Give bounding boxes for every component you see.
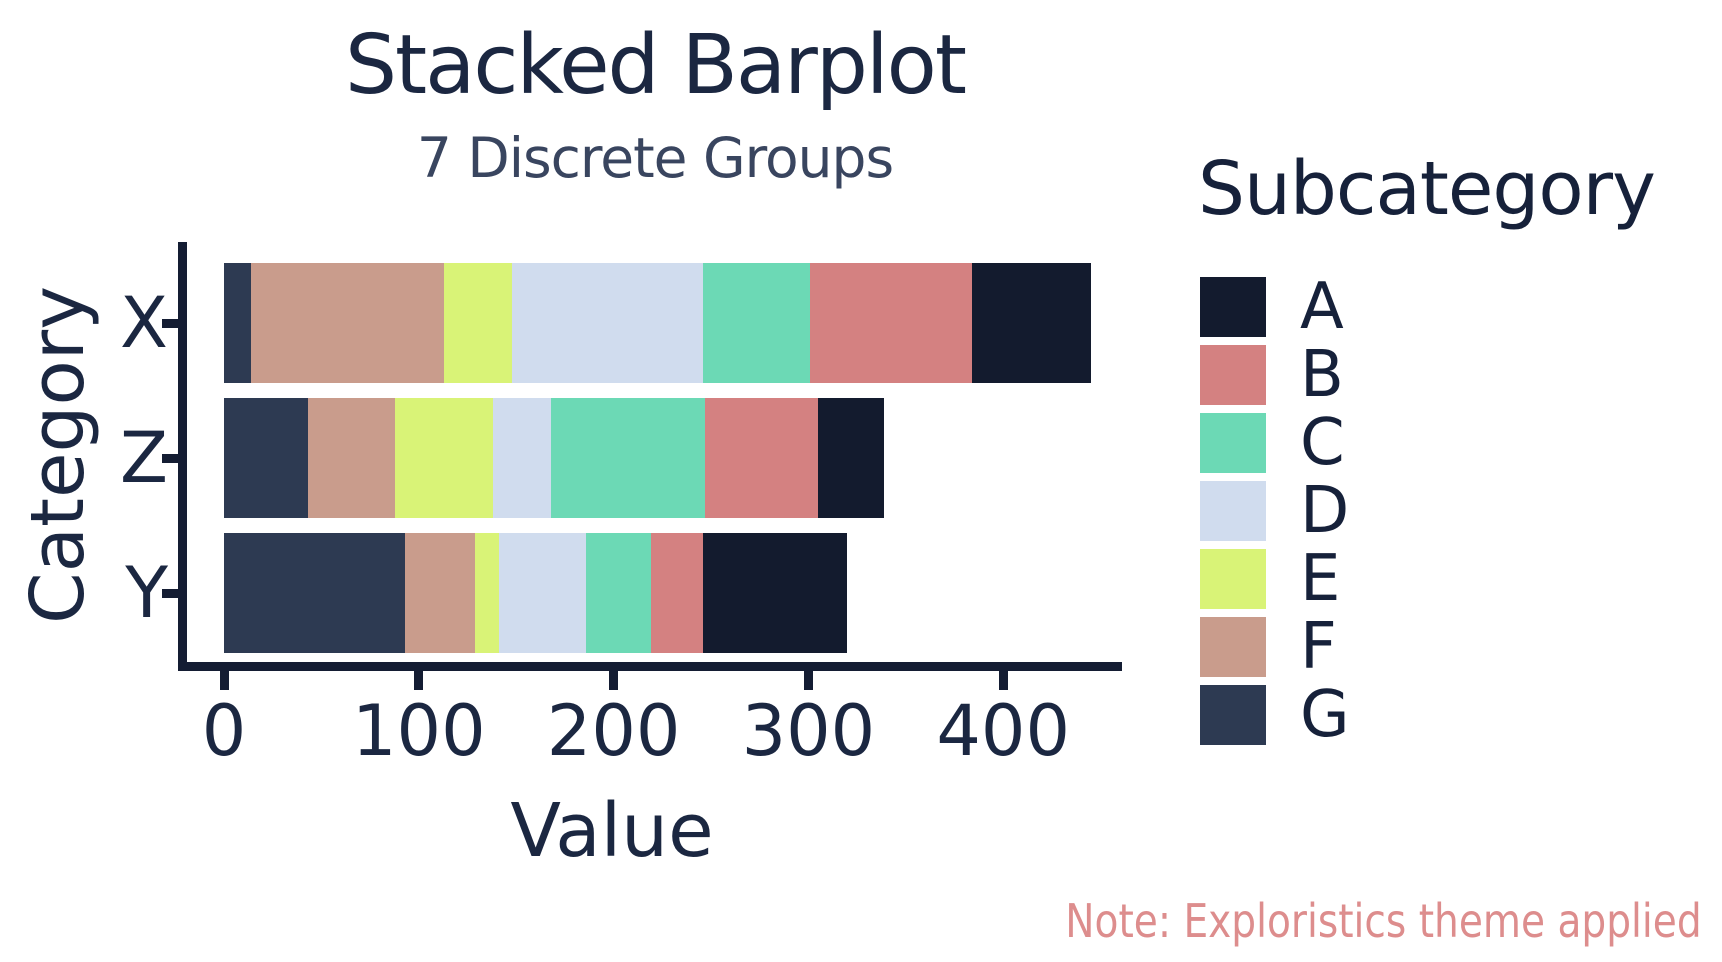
y-axis-spine bbox=[178, 242, 187, 671]
legend-label-D: D bbox=[1300, 474, 1350, 548]
legend-swatch-D bbox=[1200, 481, 1266, 541]
bar-segment-Z-A bbox=[818, 398, 885, 518]
bar-segment-Y-E bbox=[475, 533, 499, 653]
legend-title: Subcategory bbox=[1198, 146, 1656, 232]
chart-title: Stacked Barplot bbox=[344, 18, 967, 113]
bar-segment-X-F bbox=[251, 263, 445, 383]
bar-segment-Z-G bbox=[224, 398, 308, 518]
legend-swatch-C bbox=[1200, 413, 1266, 473]
legend-swatch-E bbox=[1200, 549, 1266, 609]
legend-label-G: G bbox=[1300, 678, 1350, 752]
x-tick-300 bbox=[803, 671, 813, 690]
x-tick-label-100: 100 bbox=[351, 690, 486, 772]
x-tick-400 bbox=[998, 671, 1008, 690]
x-tick-100 bbox=[414, 671, 424, 690]
legend-swatch-B bbox=[1200, 345, 1266, 405]
y-tick-Z bbox=[162, 453, 178, 463]
y-tick-label-Y: Y bbox=[125, 552, 168, 634]
legend-swatch-G bbox=[1200, 685, 1266, 745]
legend-swatch-A bbox=[1200, 277, 1266, 337]
x-tick-label-200: 200 bbox=[546, 690, 681, 772]
y-tick-label-X: X bbox=[120, 282, 168, 364]
bar-segment-Z-E bbox=[395, 398, 493, 518]
bar-segment-Y-F bbox=[405, 533, 476, 653]
chart-subtitle: 7 Discrete Groups bbox=[416, 126, 894, 190]
bar-segment-X-G bbox=[224, 263, 252, 383]
bar-segment-X-A bbox=[972, 263, 1091, 383]
legend-label-B: B bbox=[1300, 338, 1344, 412]
y-tick-Y bbox=[162, 588, 178, 598]
x-tick-label-0: 0 bbox=[201, 690, 247, 772]
x-tick-label-400: 400 bbox=[936, 690, 1070, 772]
y-tick-X bbox=[162, 318, 178, 328]
footnote: Note: Exploristics theme applied bbox=[1065, 894, 1702, 948]
bar-segment-Z-B bbox=[705, 398, 819, 518]
x-axis-label: Value bbox=[510, 788, 714, 874]
x-tick-0 bbox=[219, 671, 229, 690]
x-axis-spine bbox=[178, 662, 1122, 671]
x-tick-200 bbox=[609, 671, 619, 690]
bar-segment-Y-C bbox=[586, 533, 651, 653]
legend-label-E: E bbox=[1300, 542, 1341, 616]
y-tick-label-Z: Z bbox=[120, 417, 168, 499]
legend-label-C: C bbox=[1300, 406, 1345, 480]
bar-segment-Z-F bbox=[307, 398, 396, 518]
bar-segment-Z-D bbox=[492, 398, 552, 518]
legend-label-F: F bbox=[1300, 610, 1337, 684]
bar-segment-X-B bbox=[810, 263, 973, 383]
legend-swatch-F bbox=[1200, 617, 1266, 677]
bar-segment-X-C bbox=[703, 263, 811, 383]
bar-segment-Y-G bbox=[224, 533, 406, 653]
x-tick-label-300: 300 bbox=[741, 690, 876, 772]
bar-segment-X-E bbox=[444, 263, 513, 383]
bar-segment-X-D bbox=[512, 263, 704, 383]
bar-segment-Y-B bbox=[650, 533, 704, 653]
legend-label-A: A bbox=[1300, 270, 1344, 344]
bar-segment-Y-A bbox=[703, 533, 848, 653]
bar-segment-Z-C bbox=[551, 398, 706, 518]
bar-segment-Y-D bbox=[498, 533, 587, 653]
